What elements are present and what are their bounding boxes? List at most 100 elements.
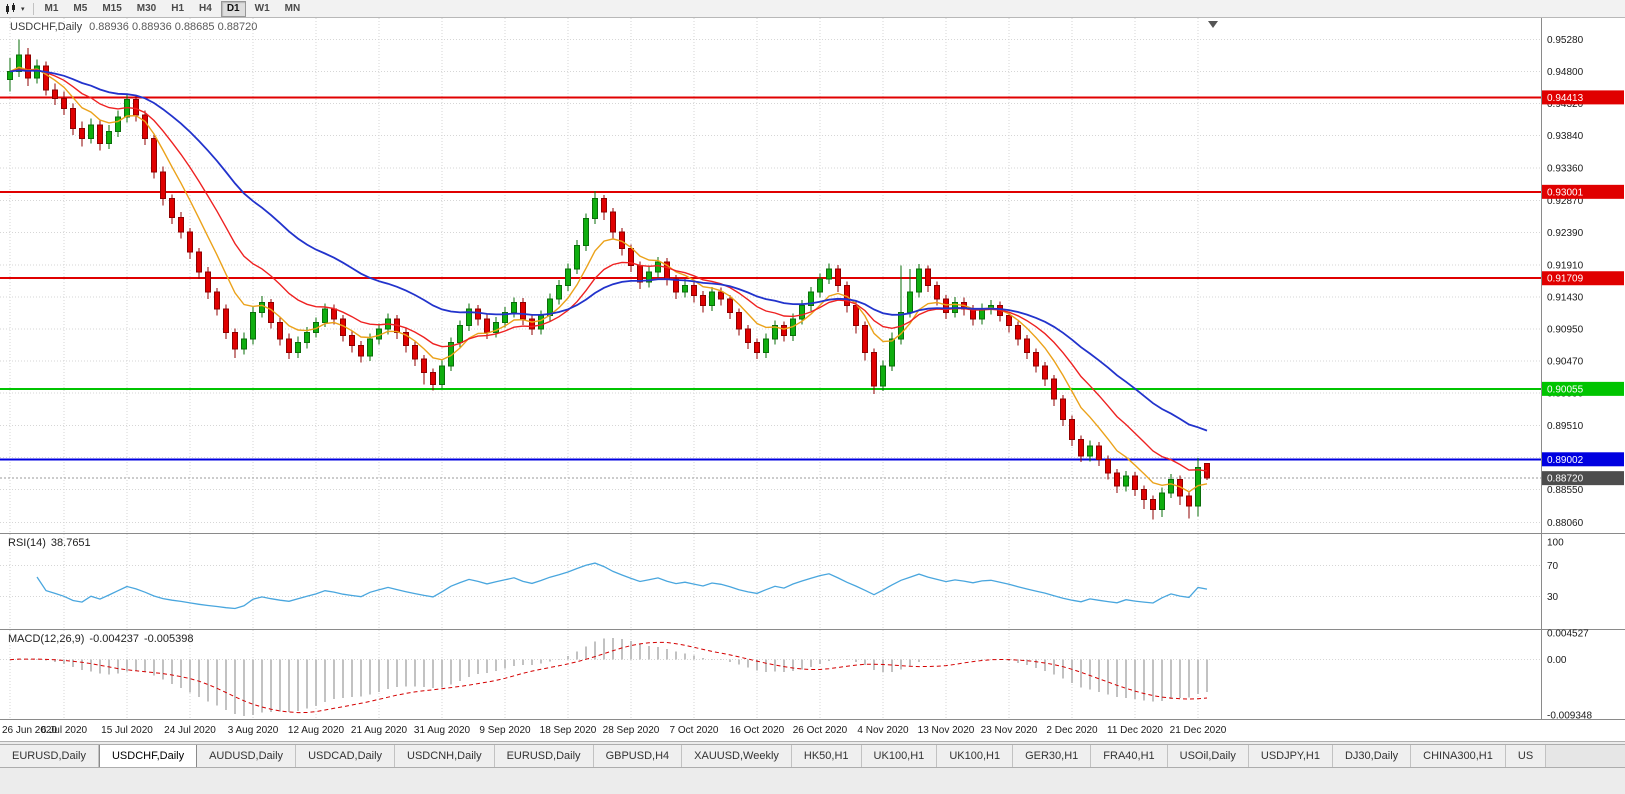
macd-indicator-label: MACD(12,26,9) -0.004237 -0.005398 xyxy=(8,633,194,645)
svg-text:30: 30 xyxy=(1547,592,1559,603)
ma-slow-line xyxy=(9,69,1208,432)
chart-tab-usdjpy-h1[interactable]: USDJPY,H1 xyxy=(1248,745,1333,767)
macd-name: MACD(12,26,9) xyxy=(8,633,85,645)
chart-tab-bar: EURUSD,Daily USDCHF,Daily AUDUSD,Daily USDC… xyxy=(0,744,1625,768)
ma-fast-line xyxy=(9,66,1208,493)
svg-text:0.94413: 0.94413 xyxy=(1547,93,1584,104)
chart-tab-usdcad-daily[interactable]: USDCAD,Daily xyxy=(296,745,396,767)
svg-text:0.88720: 0.88720 xyxy=(1547,474,1584,485)
timeframe-button-w1[interactable]: W1 xyxy=(254,2,270,14)
svg-text:11 Dec 2020: 11 Dec 2020 xyxy=(1107,725,1163,736)
svg-text:0.94320: 0.94320 xyxy=(1547,99,1584,110)
chart-canvas[interactable]: 0.95280 0.94800 0.94320 0.93840 0.93360 0.928… xyxy=(0,18,1625,742)
rsi-name: RSI(14) xyxy=(8,537,46,549)
timeframe-button-m30[interactable]: M30 xyxy=(136,2,157,14)
chart-tab-usdchf-daily[interactable]: USDCHF,Daily xyxy=(98,745,198,767)
svg-text:100: 100 xyxy=(1547,537,1564,548)
toolbar-separator xyxy=(32,2,34,15)
svg-text:15 Jul 2020: 15 Jul 2020 xyxy=(101,725,153,736)
chart-tab-eurusd-daily[interactable]: EURUSD,Daily xyxy=(0,745,99,767)
ma-mid-line xyxy=(9,68,1208,472)
chart-tab-us[interactable]: US xyxy=(1505,745,1547,767)
svg-text:0.91910: 0.91910 xyxy=(1547,260,1584,271)
timeframe-button-h4[interactable]: H4 xyxy=(199,2,212,14)
svg-text:9 Sep 2020: 9 Sep 2020 xyxy=(479,725,531,736)
chart-tab-audusd-daily[interactable]: AUDUSD,Daily xyxy=(197,745,297,767)
chart-background xyxy=(0,18,1625,742)
svg-text:12 Aug 2020: 12 Aug 2020 xyxy=(288,725,345,736)
svg-text:4 Nov 2020: 4 Nov 2020 xyxy=(857,725,909,736)
timeframe-button-m5[interactable]: M5 xyxy=(73,2,88,14)
rsi-line xyxy=(36,562,1208,610)
dropdown-caret-icon[interactable]: ▾ xyxy=(21,5,25,13)
svg-text:13 Nov 2020: 13 Nov 2020 xyxy=(918,725,975,736)
svg-text:16 Oct 2020: 16 Oct 2020 xyxy=(730,725,785,736)
svg-text:0.89002: 0.89002 xyxy=(1547,455,1584,466)
macd-signal-line xyxy=(9,641,1208,714)
svg-text:0.93840: 0.93840 xyxy=(1547,131,1584,142)
timeframe-toolbar: ▾ M1 M5 M15 M30 H1 H4 D1 W1 MN xyxy=(0,0,1625,18)
svg-text:21 Dec 2020: 21 Dec 2020 xyxy=(1170,725,1227,736)
svg-text:0.93360: 0.93360 xyxy=(1547,163,1584,174)
svg-text:0.90950: 0.90950 xyxy=(1547,325,1584,336)
chart-window: 0.95280 0.94800 0.94320 0.93840 0.93360 0.928… xyxy=(0,18,1625,742)
svg-text:26 Oct 2020: 26 Oct 2020 xyxy=(793,725,848,736)
svg-text:0.91709: 0.91709 xyxy=(1547,274,1584,285)
svg-text:6 Jul 2020: 6 Jul 2020 xyxy=(41,725,88,736)
chart-tab-uk100-h1[interactable]: UK100,H1 xyxy=(861,745,938,767)
svg-text:0.90470: 0.90470 xyxy=(1547,357,1584,368)
chart-tab-ger30-h1[interactable]: GER30,H1 xyxy=(1013,745,1092,767)
chart-tab-usoil-daily[interactable]: USOil,Daily xyxy=(1167,745,1249,767)
svg-text:0.91430: 0.91430 xyxy=(1547,292,1584,303)
svg-text:18 Sep 2020: 18 Sep 2020 xyxy=(540,725,597,736)
timeframe-button-d1[interactable]: D1 xyxy=(220,0,246,17)
svg-text:24 Jul 2020: 24 Jul 2020 xyxy=(164,725,216,736)
svg-text:0.95280: 0.95280 xyxy=(1547,35,1584,46)
svg-text:0.88060: 0.88060 xyxy=(1547,518,1584,529)
svg-text:0.94800: 0.94800 xyxy=(1547,67,1584,78)
svg-text:-0.009348: -0.009348 xyxy=(1547,711,1592,722)
chart-tab-usdcnh-daily[interactable]: USDCNH,Daily xyxy=(395,745,495,767)
chart-tab-hk50-h1[interactable]: HK50,H1 xyxy=(791,745,862,767)
chart-tab-dj30-daily[interactable]: DJ30,Daily xyxy=(1332,745,1412,767)
svg-text:21 Aug 2020: 21 Aug 2020 xyxy=(351,725,408,736)
chart-title: USDCHF,Daily 0.88936 0.88936 0.88685 0.88… xyxy=(10,21,257,33)
chart-tab-china300-h1[interactable]: CHINA300,H1 xyxy=(1411,745,1506,767)
grid-lines xyxy=(0,18,1541,719)
rsi-indicator-label: RSI(14) 38.7651 xyxy=(8,537,91,549)
chart-shift-marker[interactable] xyxy=(1208,21,1218,28)
timeframe-button-m15[interactable]: M15 xyxy=(102,2,122,14)
chart-tab-eurusd-daily[interactable]: EURUSD,Daily xyxy=(494,745,594,767)
macd-signal-value: -0.005398 xyxy=(143,633,194,645)
svg-text:0.88550: 0.88550 xyxy=(1547,485,1584,496)
svg-text:0.93001: 0.93001 xyxy=(1547,187,1584,198)
chart-symbol-label: USDCHF,Daily xyxy=(10,21,83,33)
chart-type-icon[interactable] xyxy=(5,2,19,15)
timeframe-buttons: M1 M5 M15 M30 H1 H4 D1 W1 MN xyxy=(39,0,307,17)
chart-ohlc-values: 0.88936 0.88936 0.88685 0.88720 xyxy=(89,21,258,33)
chart-tab-gbpusd-h4[interactable]: GBPUSD,H4 xyxy=(593,745,683,767)
svg-text:0.92870: 0.92870 xyxy=(1547,196,1584,207)
svg-text:0.004527: 0.004527 xyxy=(1547,628,1589,639)
svg-text:70: 70 xyxy=(1547,561,1559,572)
timeframe-button-m1[interactable]: M1 xyxy=(44,2,59,14)
svg-text:0.90055: 0.90055 xyxy=(1547,384,1584,395)
timeframe-button-h1[interactable]: H1 xyxy=(171,2,185,14)
chart-tab-xauusd-weekly[interactable]: XAUUSD,Weekly xyxy=(682,745,792,767)
chart-tab-uk100-h1[interactable]: UK100,H1 xyxy=(937,745,1014,767)
macd-main-value: -0.004237 xyxy=(89,633,139,645)
rsi-value: 38.7651 xyxy=(50,537,91,549)
bid-price-badge xyxy=(1542,471,1624,486)
horizontal-level-lines[interactable] xyxy=(0,96,1541,461)
candlestick-glyph xyxy=(6,2,15,14)
svg-text:3 Aug 2020: 3 Aug 2020 xyxy=(228,725,279,736)
timeframe-button-mn[interactable]: MN xyxy=(284,2,301,14)
svg-text:23 Nov 2020: 23 Nov 2020 xyxy=(981,725,1038,736)
svg-text:0.92390: 0.92390 xyxy=(1547,228,1584,239)
chart-tab-fra40-h1[interactable]: FRA40,H1 xyxy=(1091,745,1168,767)
svg-text:0.89510: 0.89510 xyxy=(1547,421,1584,432)
price-level-badges: 0.94413 0.93001 0.91709 0.90055 0.89002 0.887… xyxy=(1542,90,1624,486)
price-axis-background xyxy=(1542,18,1625,742)
svg-text:2 Dec 2020: 2 Dec 2020 xyxy=(1046,725,1098,736)
